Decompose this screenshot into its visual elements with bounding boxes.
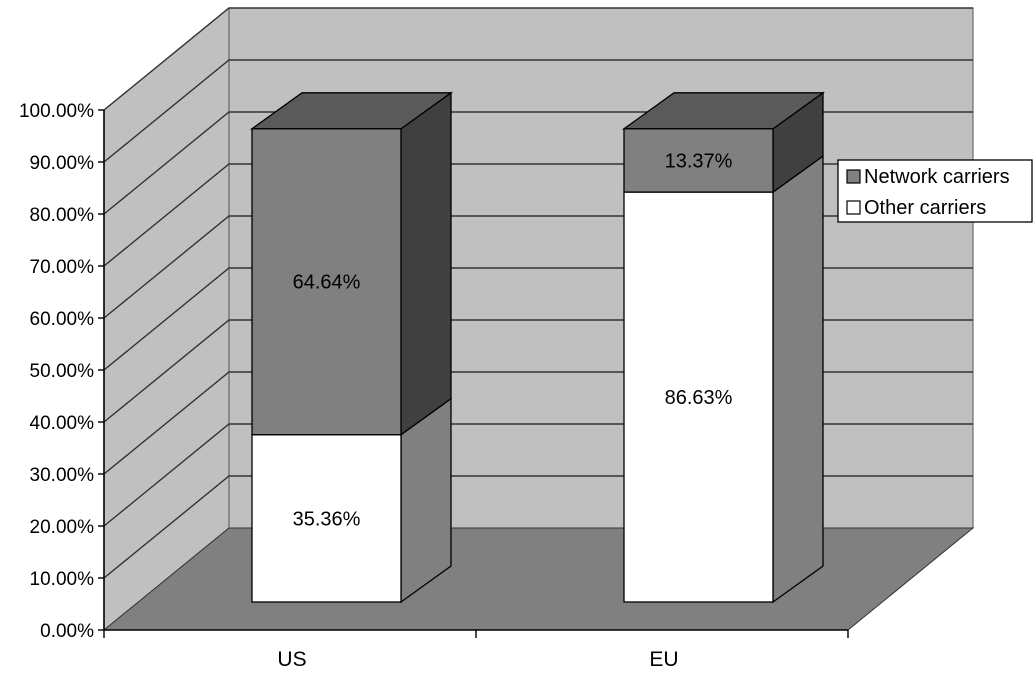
y-tick-label: 30.00% [30,465,95,486]
bar-segment-network-carriers-eu: 13.37% [621,91,826,194]
y-tick-label: 40.00% [30,413,95,434]
legend-swatch [846,169,861,184]
chart-walls [102,6,975,632]
category-label: US [277,648,306,671]
y-tick-label: 10.00% [30,569,95,590]
legend: Network carriers Other carriers [837,159,1033,223]
bars: 35.36% 64.64% 86.63% 13.37% [249,91,826,604]
bar-front-face [623,128,774,193]
y-tick-label: 90.00% [30,153,95,174]
floor [102,527,975,631]
data-label: 64.64% [293,272,361,294]
data-label: 35.36% [293,508,361,530]
legend-swatch [846,200,861,215]
bar-segment-network-carriers-us: 64.64% [249,91,454,436]
y-tick-label: 60.00% [30,309,95,330]
y-tick-label: 100.00% [19,101,94,122]
data-label: 13.37% [665,150,733,172]
bar-segment-other-carriers-eu: 86.63% [623,154,824,604]
y-tick-label: 0.00% [40,621,94,642]
bar-front-face [623,191,774,603]
y-tick-label: 50.00% [30,361,95,382]
axes: 0.00% 10.00% 20.00% 30.00% 40.00% 50.00% 60.00… [19,101,849,671]
legend-box [837,159,1033,223]
bar-side-face [772,154,824,604]
gridline [103,7,973,111]
gridline [103,59,973,163]
bar-side-face [400,91,452,436]
legend-label: Network carriers [864,166,1010,188]
y-tick-label: 20.00% [30,517,95,538]
y-tick-label: 70.00% [30,257,95,278]
data-label: 86.63% [665,387,733,409]
y-tick-label: 80.00% [30,205,95,226]
bar-front-face [251,128,402,436]
legend-label: Other carriers [864,197,986,219]
bar-segment-other-carriers-us: 35.36% [251,397,452,604]
category-label: EU [649,648,678,671]
